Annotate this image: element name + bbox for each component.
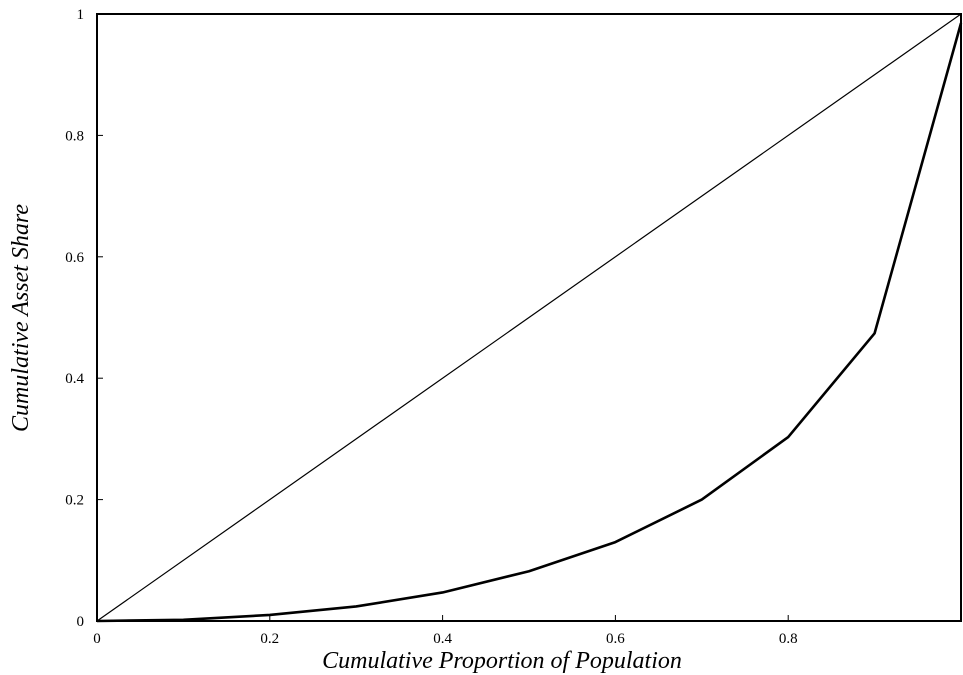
- y-tick-label: 0.6: [65, 250, 84, 266]
- y-axis-title: Cumulative Asset Share: [8, 204, 34, 432]
- lorenz-curve-line: [96, 22, 963, 623]
- y-tick-label: 0.4: [65, 371, 84, 387]
- plot-area: [96, 13, 963, 623]
- x-tick-label: 0: [93, 631, 101, 647]
- y-tick-label: 1: [77, 7, 85, 23]
- y-tick-label: 0.8: [65, 128, 84, 144]
- x-tick-label: 0.6: [606, 631, 625, 647]
- y-tick-label: 0.2: [65, 493, 84, 509]
- y-tick-label: 0: [77, 614, 85, 630]
- x-axis-ticks: 0 0.2 0.4 0.6 0.8: [93, 615, 798, 647]
- x-tick-label: 0.2: [260, 631, 279, 647]
- x-tick-label: 0.8: [779, 631, 798, 647]
- equality-line: [96, 13, 962, 622]
- plot-frame: [96, 13, 962, 622]
- y-axis-ticks: 0 0.2 0.4 0.6 0.8 1: [65, 7, 103, 630]
- x-tick-label: 0.4: [433, 631, 452, 647]
- x-axis-title: Cumulative Proportion of Population: [322, 648, 682, 674]
